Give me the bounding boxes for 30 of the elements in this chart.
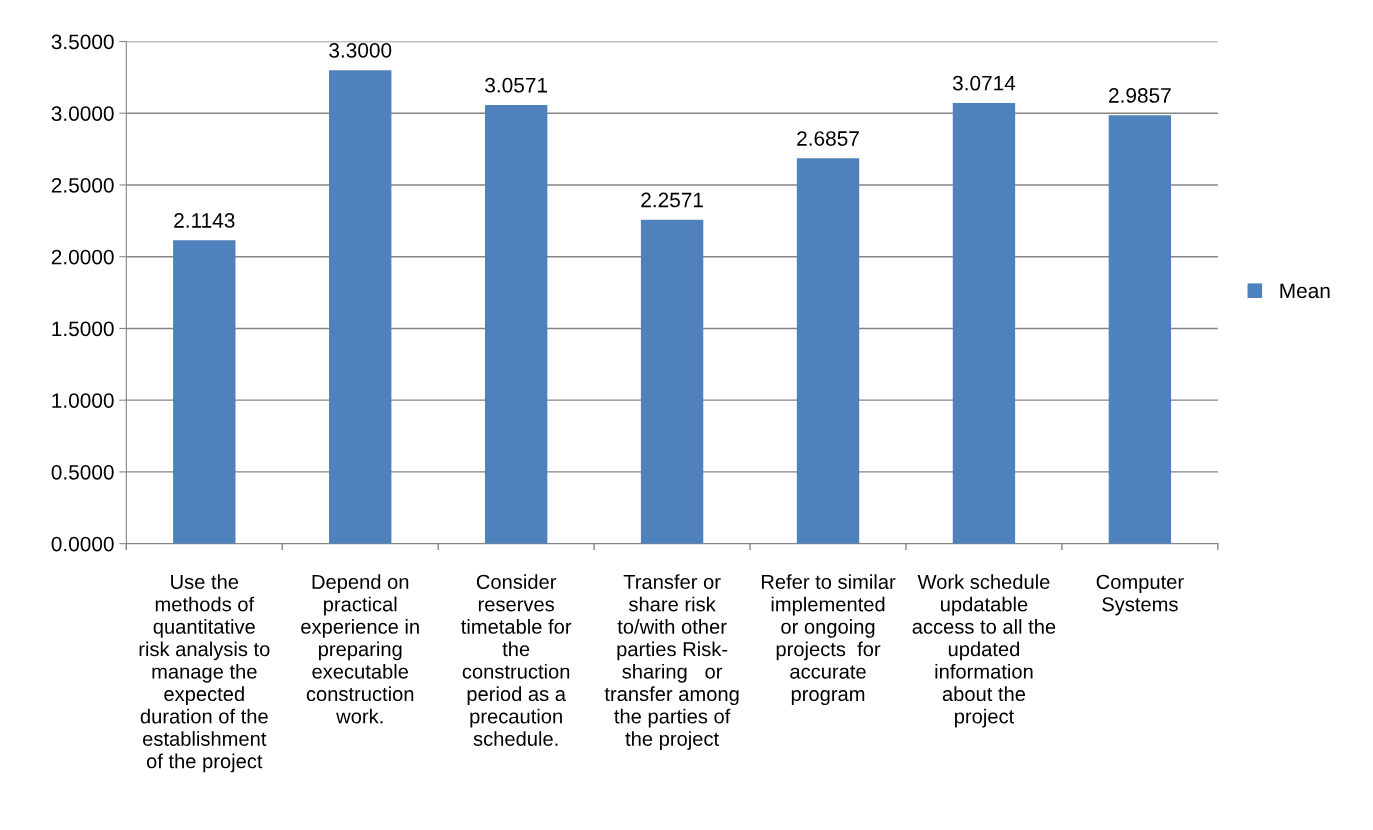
legend-label: Mean (1280, 283, 1330, 299)
bar (1108, 115, 1172, 544)
data-label: 2.1143 (174, 213, 235, 228)
x-tick-label: Work schedule updatable access to all the updated information about the project (912, 574, 1056, 728)
y-tick-label: 3.0000 (51, 106, 114, 121)
y-tick-label: 0.5000 (51, 464, 114, 480)
bar (484, 105, 548, 544)
data-label: 3.3000 (329, 42, 392, 58)
y-tick-label: 3.5000 (51, 34, 114, 50)
data-label: 2.9857 (1109, 88, 1171, 103)
data-label: 2.6857 (797, 131, 859, 146)
bar (329, 70, 392, 544)
y-tick-label: 1.0000 (52, 393, 114, 408)
bar (952, 102, 1016, 544)
x-tick-label: Refer to similar implemented or ongoing projects for accurate program (761, 574, 896, 706)
x-tick-label: Consider reserves timetable for the construction period as a precaution schedule. (461, 574, 572, 746)
data-label: 3.0714 (952, 75, 1016, 91)
bar (796, 158, 860, 544)
x-tick-label: Computer Systems (1096, 574, 1184, 616)
y-tick-label: 1.5000 (52, 321, 114, 337)
y-tick-label: 2.5000 (51, 177, 114, 193)
y-tick-label: 2.0000 (51, 249, 114, 265)
x-tick-label: Transfer or share risk to/with other parties Risk- sharing or transfer among the parties of the project (604, 574, 739, 750)
data-label: 3.0571 (485, 77, 547, 93)
bar (173, 240, 236, 544)
bar (640, 219, 704, 544)
category-label: Use the methods of quantitative risk analysis to manage the expected duration of the establishment of the project (139, 574, 270, 773)
data-label: 2.2571 (641, 192, 703, 208)
y-tick-label: 0.0000 (51, 536, 114, 552)
x-tick-label: Depend on practical experience in preparing executable construction work. (301, 574, 419, 724)
